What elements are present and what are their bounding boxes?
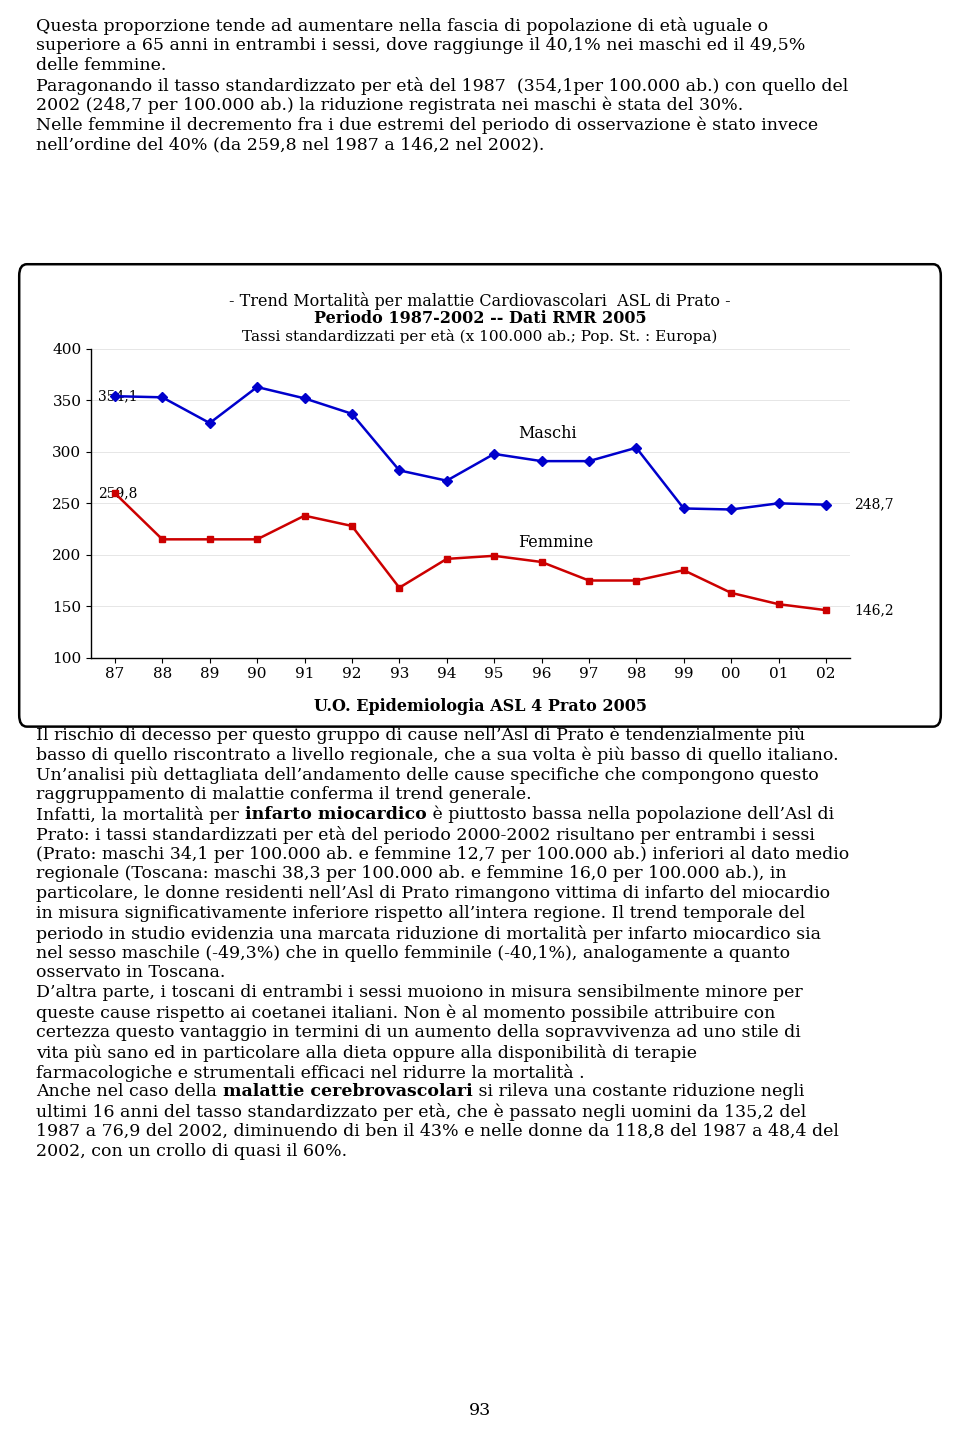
Text: Il rischio di decesso per questo gruppo di cause nell’Asl di Prato è tendenzialm: Il rischio di decesso per questo gruppo …	[36, 727, 805, 744]
Text: 354,1: 354,1	[98, 389, 138, 404]
Text: Paragonando il tasso standardizzato per età del 1987  (354,1per 100.000 ab.) con: Paragonando il tasso standardizzato per …	[36, 76, 849, 95]
Text: Anche nel caso della: Anche nel caso della	[36, 1083, 223, 1100]
Text: 93: 93	[468, 1402, 492, 1419]
Text: particolare, le donne residenti nell’Asl di Prato rimangono vittima di infarto d: particolare, le donne residenti nell’Asl…	[36, 885, 830, 902]
Text: osservato in Toscana.: osservato in Toscana.	[36, 965, 226, 981]
Text: 2002, con un crollo di quasi il 60%.: 2002, con un crollo di quasi il 60%.	[36, 1143, 348, 1160]
Text: regionale (Toscana: maschi 38,3 per 100.000 ab. e femmine 16,0 per 100.000 ab.),: regionale (Toscana: maschi 38,3 per 100.…	[36, 866, 787, 882]
Text: queste cause rispetto ai coetanei italiani. Non è al momento possibile attribuir: queste cause rispetto ai coetanei italia…	[36, 1004, 776, 1021]
Text: infarto miocardico: infarto miocardico	[245, 806, 426, 823]
Text: nell’ordine del 40% (da 259,8 nel 1987 a 146,2 nel 2002).: nell’ordine del 40% (da 259,8 nel 1987 a…	[36, 136, 545, 154]
Text: Maschi: Maschi	[517, 425, 576, 442]
Text: Nelle femmine il decremento fra i due estremi del periodo di osservazione è stat: Nelle femmine il decremento fra i due es…	[36, 116, 819, 134]
Text: superiore a 65 anni in entrambi i sessi, dove raggiunge il 40,1% nei maschi ed i: superiore a 65 anni in entrambi i sessi,…	[36, 37, 805, 55]
Text: nel sesso maschile (-49,3%) che in quello femminile (-40,1%), analogamente a qua: nel sesso maschile (-49,3%) che in quell…	[36, 945, 791, 962]
Text: ultimi 16 anni del tasso standardizzato per età, che è passato negli uomini da 1: ultimi 16 anni del tasso standardizzato …	[36, 1103, 806, 1122]
Text: Periodo 1987-2002 -- Dati RMR 2005: Periodo 1987-2002 -- Dati RMR 2005	[314, 310, 646, 327]
Text: Questa proporzione tende ad aumentare nella fascia di popolazione di età uguale : Questa proporzione tende ad aumentare ne…	[36, 17, 769, 36]
Text: certezza questo vantaggio in termini di un aumento della sopravvivenza ad uno st: certezza questo vantaggio in termini di …	[36, 1024, 802, 1041]
Text: Tassi standardizzati per età (x 100.000 ab.; Pop. St. : Europa): Tassi standardizzati per età (x 100.000 …	[242, 329, 718, 345]
Text: si rileva una costante riduzione negli: si rileva una costante riduzione negli	[472, 1083, 804, 1100]
Text: 1987 a 76,9 del 2002, diminuendo di ben il 43% e nelle donne da 118,8 del 1987 a: 1987 a 76,9 del 2002, diminuendo di ben …	[36, 1123, 839, 1140]
Text: delle femmine.: delle femmine.	[36, 57, 167, 73]
Text: raggruppamento di malattie conferma il trend generale.: raggruppamento di malattie conferma il t…	[36, 785, 532, 803]
Text: 2002 (248,7 per 100.000 ab.) la riduzione registrata nei maschi è stata del 30%.: 2002 (248,7 per 100.000 ab.) la riduzion…	[36, 96, 744, 113]
Text: U.O. Epidemiologia ASL 4 Prato 2005: U.O. Epidemiologia ASL 4 Prato 2005	[314, 698, 646, 715]
Text: 259,8: 259,8	[98, 487, 137, 500]
Text: Infatti, la mortalità per: Infatti, la mortalità per	[36, 806, 245, 824]
Text: in misura significativamente inferiore rispetto all’intera regione. Il trend tem: in misura significativamente inferiore r…	[36, 905, 805, 922]
Text: Femmine: Femmine	[517, 534, 593, 550]
Text: periodo in studio evidenzia una marcata riduzione di mortalità per infarto mioca: periodo in studio evidenzia una marcata …	[36, 925, 822, 943]
Text: è piuttosto bassa nella popolazione dell’Asl di: è piuttosto bassa nella popolazione dell…	[426, 806, 833, 823]
Text: - Trend Mortalità per malattie Cardiovascolari  ASL di Prato -: - Trend Mortalità per malattie Cardiovas…	[229, 292, 731, 310]
Text: malattie cerebrovascolari: malattie cerebrovascolari	[223, 1083, 472, 1100]
Text: vita più sano ed in particolare alla dieta oppure alla disponibilità di terapie: vita più sano ed in particolare alla die…	[36, 1044, 698, 1061]
Text: farmacologiche e strumentali efficaci nel ridurre la mortalità .: farmacologiche e strumentali efficaci ne…	[36, 1064, 585, 1081]
Text: basso di quello riscontrato a livello regionale, che a sua volta è più basso di : basso di quello riscontrato a livello re…	[36, 747, 839, 764]
Text: 146,2: 146,2	[854, 603, 894, 617]
FancyBboxPatch shape	[19, 264, 941, 727]
Text: D’altra parte, i toscani di entrambi i sessi muoiono in misura sensibilmente min: D’altra parte, i toscani di entrambi i s…	[36, 984, 804, 1001]
Text: 248,7: 248,7	[854, 498, 894, 511]
Text: Prato: i tassi standardizzati per età del periodo 2000-2002 risultano per entram: Prato: i tassi standardizzati per età de…	[36, 826, 815, 844]
Text: (Prato: maschi 34,1 per 100.000 ab. e femmine 12,7 per 100.000 ab.) inferiori al: (Prato: maschi 34,1 per 100.000 ab. e fe…	[36, 846, 850, 863]
Text: Un’analisi più dettagliata dell’andamento delle cause specifiche che compongono : Un’analisi più dettagliata dell’andament…	[36, 767, 819, 784]
